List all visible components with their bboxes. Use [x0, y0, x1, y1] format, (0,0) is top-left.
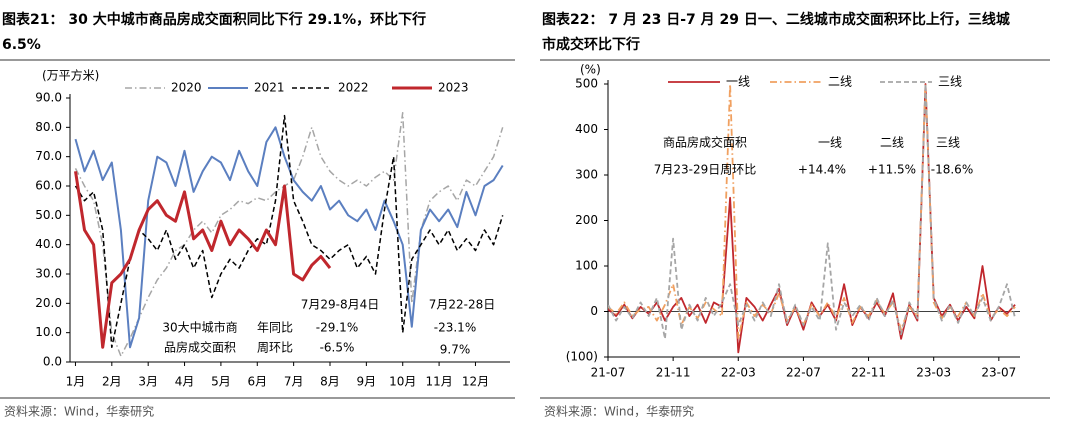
y-tick-label: 70.0: [35, 149, 62, 163]
y-tick-label: 40.0: [35, 237, 62, 251]
y-tick-label: 50.0: [35, 208, 62, 222]
chart-title: 图表22： 7 月 23 日-7 月 29 日一、二线城市成交面积环比上行，三线…: [542, 11, 1010, 28]
y-tick-label: 60.0: [35, 179, 62, 193]
x-tick-label: 8月: [320, 375, 340, 389]
annotation: 一线: [818, 136, 842, 150]
y-tick-label: 500: [575, 77, 598, 91]
y-tick-label: (100): [566, 350, 598, 364]
annotation: 三线: [936, 136, 960, 150]
x-tick-label: 10月: [389, 375, 416, 389]
x-tick-label: 21-11: [656, 366, 691, 380]
y-tick-label: 20.0: [35, 296, 62, 310]
x-tick-label: 23-03: [916, 366, 951, 380]
annotation: 商品房成交面积: [663, 135, 747, 150]
x-tick-label: 23-07: [981, 366, 1016, 380]
legend-label: 二线: [828, 75, 852, 89]
x-tick-label: 22-03: [721, 366, 756, 380]
x-tick-label: 22-07: [786, 366, 821, 380]
legend-label: 2022: [338, 81, 369, 95]
x-tick-label: 1月: [66, 375, 86, 389]
chart-title: 6.5%: [2, 37, 41, 53]
y-tick-label: 400: [575, 122, 598, 136]
series-line: [74, 114, 504, 349]
annotation: 30大中城市商: [162, 320, 237, 335]
x-tick-label: 5月: [211, 375, 231, 389]
x-tick-label: 3月: [138, 375, 158, 389]
y-axis-label: (万平方米): [42, 68, 99, 83]
annotation: 二线: [880, 136, 904, 150]
y-tick-label: 300: [575, 168, 598, 182]
annotation: -29.1%: [316, 321, 358, 335]
y-tick-label: 200: [575, 213, 598, 227]
series-line: [608, 83, 1016, 340]
legend-label: 2023: [438, 81, 469, 95]
legend-label: 三线: [938, 75, 962, 89]
plot-area: [608, 83, 1016, 354]
x-tick-label: 7月: [284, 375, 304, 389]
x-tick-label: 4月: [175, 375, 195, 389]
series-line: [74, 126, 504, 349]
y-tick-label: 10.0: [35, 325, 62, 339]
x-tick-label: 6月: [247, 375, 267, 389]
chart-title: 市成交环比下行: [542, 36, 640, 53]
legend-label: 2021: [254, 81, 285, 95]
x-tick-label: 22-11: [851, 366, 886, 380]
annotation: +11.5%: [868, 163, 916, 177]
annotation: -18.6%: [931, 163, 973, 177]
source: 资料来源：Wind，华泰研究: [544, 404, 694, 419]
y-tick-label: 90.0: [35, 91, 62, 105]
y-tick-label: 0.0: [43, 355, 62, 369]
x-tick-label: 2月: [102, 375, 122, 389]
annotation: 品房成交面积: [164, 340, 236, 355]
x-tick-label: 21-07: [591, 366, 626, 380]
series-line: [608, 83, 1016, 340]
y-tick-label: 30.0: [35, 267, 62, 281]
annotation: 年同比: [257, 321, 293, 335]
x-tick-label: 12月: [462, 375, 489, 389]
series-line: [74, 171, 332, 349]
y-axis-label: (%): [580, 63, 601, 77]
annotation: 9.7%: [440, 343, 471, 357]
annotation: 7月22-28日: [429, 298, 496, 312]
y-tick-label: 100: [575, 259, 598, 273]
annotation: 7月29-8月4日: [301, 298, 380, 312]
y-tick-label: 0: [590, 304, 598, 318]
plot-area: [74, 111, 504, 357]
x-tick-label: 11月: [425, 375, 452, 389]
legend-label: 2020: [171, 81, 202, 95]
annotation: -23.1%: [434, 321, 476, 335]
series-line: [608, 83, 1016, 354]
chart-title: 图表21： 30 大中城市商品房成交面积同比下行 29.1%，环比下行: [2, 11, 426, 28]
annotation: -6.5%: [320, 341, 355, 355]
annotation: +14.4%: [798, 163, 846, 177]
y-tick-label: 80.0: [35, 120, 62, 134]
source: 资料来源：Wind，华泰研究: [4, 404, 154, 419]
legend-label: 一线: [726, 75, 750, 89]
x-tick-label: 9月: [357, 375, 377, 389]
annotation: 7月23-29日周环比: [654, 163, 757, 177]
annotation: 周环比: [257, 341, 293, 355]
